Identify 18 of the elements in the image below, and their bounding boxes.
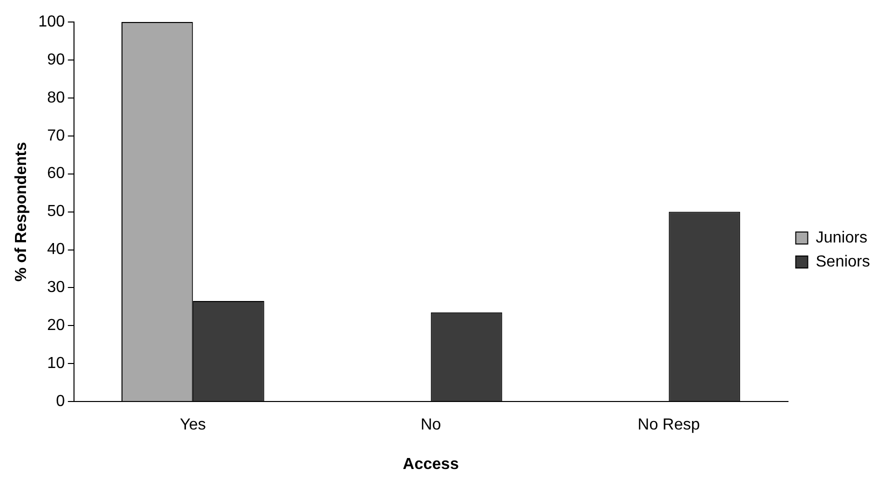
y-tick-label: 10 (47, 355, 65, 372)
y-tick-label: 60 (47, 165, 65, 182)
y-tick-label: 30 (47, 279, 65, 296)
x-tick-label: No (420, 416, 442, 434)
x-axis-title: Access (402, 456, 459, 473)
y-tick-label: 20 (47, 317, 65, 334)
x-tick-label: No Resp (638, 416, 700, 434)
y-tick-label: 0 (56, 393, 65, 410)
y-tick-label: 80 (47, 89, 65, 106)
y-tick-label: 100 (38, 13, 65, 30)
y-tick-label: 40 (47, 241, 65, 258)
legend-label: Juniors (816, 229, 868, 246)
legend-label: Seniors (816, 253, 870, 270)
y-tick-label: 70 (47, 127, 65, 144)
x-tick-label: Yes (180, 416, 206, 434)
y-axis-title: % of Respondents (13, 142, 30, 282)
y-tick-label: 90 (47, 51, 65, 68)
y-tick-label: 50 (47, 203, 65, 220)
